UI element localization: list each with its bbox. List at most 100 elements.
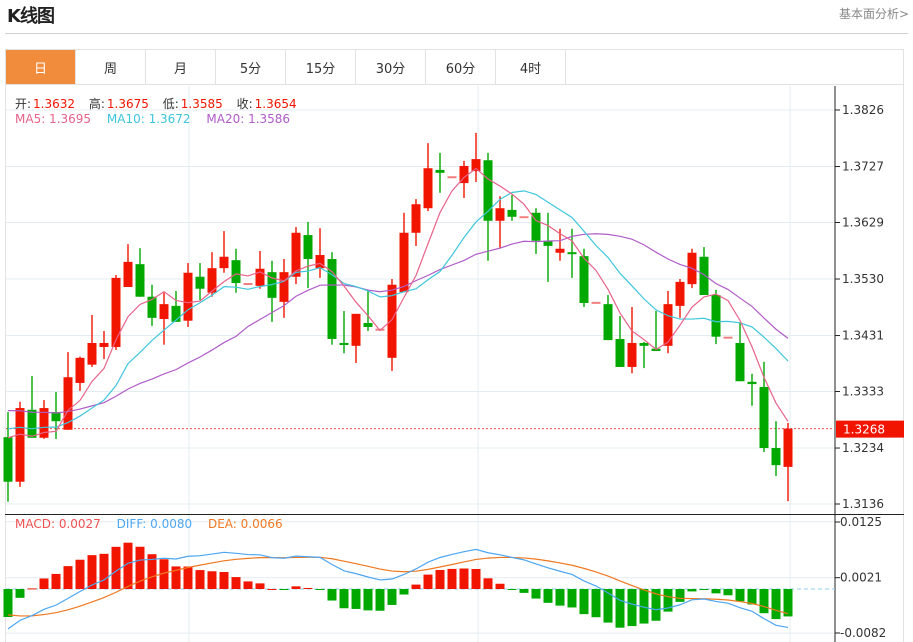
low-value: 1.3585 <box>180 97 223 111</box>
macd-bar <box>555 589 565 606</box>
macd-bar <box>783 589 793 617</box>
fundamental-analysis-link[interactable]: 基本面分析> <box>838 7 909 21</box>
open-value: 1.3632 <box>33 97 76 111</box>
candle-body <box>219 256 229 269</box>
macd-bar <box>543 589 553 603</box>
candle-body <box>735 342 745 382</box>
candle <box>495 196 505 248</box>
tab-week[interactable]: 周 <box>76 50 146 84</box>
candle <box>747 373 757 406</box>
candle-body <box>363 322 373 327</box>
candle-body <box>243 283 253 286</box>
macd-bar <box>651 589 661 621</box>
macd-value: MACD: 0.0027 <box>15 517 101 531</box>
macd-bar <box>615 589 625 628</box>
tab-60min[interactable]: 60分 <box>426 50 496 84</box>
candle-body <box>435 169 445 173</box>
macd-bar <box>495 583 505 589</box>
ma-legend: MA5: 1.3695 MA10: 1.3672 MA20: 1.3586 <box>15 112 292 126</box>
macd-bar <box>15 589 25 598</box>
tab-month[interactable]: 月 <box>146 50 216 84</box>
dea-line <box>7 556 789 617</box>
candle <box>147 284 157 326</box>
macd-bar <box>699 589 709 590</box>
ma10-line <box>7 190 789 430</box>
candle-body <box>615 338 625 367</box>
candle-body <box>147 296 157 318</box>
candle <box>603 295 613 341</box>
macd-bar <box>231 577 241 589</box>
macd-bar <box>195 570 205 589</box>
candle-body <box>783 428 793 467</box>
candle <box>771 421 781 477</box>
candle-body <box>423 168 433 209</box>
macd-bar <box>735 589 745 602</box>
macd-bar <box>183 566 193 589</box>
candle <box>639 341 649 369</box>
tab-day[interactable]: 日 <box>6 50 76 84</box>
candle <box>243 283 253 286</box>
macd-bar <box>591 589 601 618</box>
candle <box>435 152 445 193</box>
page-title: K线图 <box>7 6 55 27</box>
candle-body <box>663 304 673 346</box>
macd-legend: MACD: 0.0027 DIFF: 0.0080 DEA: 0.0066 <box>15 517 285 531</box>
candle-body <box>639 342 649 346</box>
candle <box>759 361 769 453</box>
candle <box>111 275 121 350</box>
candle-body <box>207 268 217 293</box>
macd-bar <box>531 589 541 599</box>
candle-body <box>483 160 493 221</box>
macd-bar <box>291 586 301 589</box>
y-tick-label: 1.3234 <box>842 441 884 455</box>
candle-body <box>543 240 553 246</box>
candle <box>699 247 709 296</box>
tab-5min[interactable]: 5分 <box>216 50 286 84</box>
candle-body <box>3 437 13 482</box>
candle-body <box>771 448 781 466</box>
candle-body <box>87 342 97 365</box>
candle-body <box>99 342 109 347</box>
candle <box>3 412 13 502</box>
candle <box>351 313 361 363</box>
last-price-label: 1.3268 <box>843 423 885 437</box>
candle <box>723 336 733 339</box>
candle-body <box>27 409 37 438</box>
ma20-line <box>7 233 789 414</box>
candle-body <box>303 235 313 260</box>
candle <box>543 212 553 282</box>
candle-body <box>51 412 61 422</box>
candle-body <box>519 216 529 219</box>
chart-frame <box>5 85 904 642</box>
ma10-value: MA10: 1.3672 <box>106 112 191 126</box>
macd-bar <box>639 589 649 624</box>
y-tick-label: 1.3530 <box>842 272 884 286</box>
candle-body <box>279 272 289 302</box>
macd-bar <box>75 559 85 589</box>
candle <box>207 252 217 297</box>
candle <box>423 143 433 212</box>
tab-4hour[interactable]: 4时 <box>496 50 566 84</box>
candle <box>507 195 517 221</box>
candle-body <box>183 272 193 321</box>
candle-body <box>315 255 325 269</box>
y-tick-label: 1.3727 <box>842 160 884 174</box>
tab-30min[interactable]: 30分 <box>356 50 426 84</box>
candle <box>591 301 601 304</box>
macd-bar <box>99 553 109 589</box>
ma5-value: MA5: 1.3695 <box>15 112 92 126</box>
candle-body <box>567 252 577 255</box>
macd-bar <box>423 574 433 589</box>
macd-bar <box>567 589 577 608</box>
candle-body <box>195 276 205 289</box>
candle-body <box>339 342 349 345</box>
period-tabs: 日 周 月 5分 15分 30分 60分 4时 <box>5 49 904 85</box>
macd-tick-label: -0.0082 <box>840 626 886 640</box>
tab-15min[interactable]: 15分 <box>286 50 356 84</box>
candle-body <box>699 256 709 296</box>
macd-bar <box>375 589 385 611</box>
macd-bar <box>711 589 721 594</box>
candle <box>195 263 205 301</box>
macd-bar <box>3 589 13 618</box>
